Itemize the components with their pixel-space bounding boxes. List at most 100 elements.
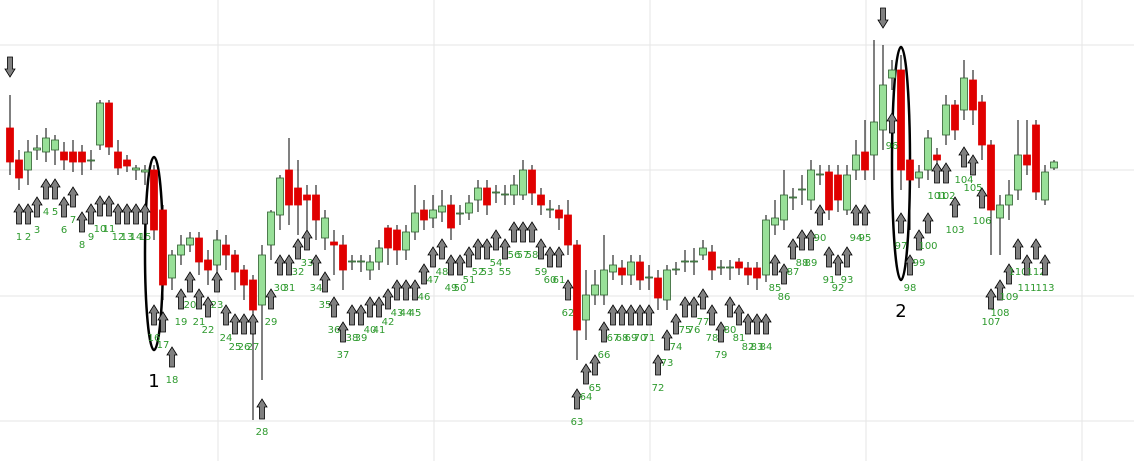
buy-arrow	[706, 304, 718, 326]
signal-label: 67	[607, 333, 620, 344]
candle-body	[267, 211, 275, 246]
candle-body	[942, 104, 950, 136]
candle-body	[438, 205, 446, 213]
signal-label: 74	[670, 342, 683, 353]
candle-body	[699, 247, 707, 256]
signal-label: 57	[517, 250, 530, 261]
signal-label: 103	[945, 225, 964, 236]
signal-label: 19	[175, 317, 188, 328]
signal-label: 17	[157, 340, 170, 351]
candle-body	[339, 244, 347, 271]
buy-arrow	[418, 263, 430, 285]
buy-arrow	[697, 288, 709, 310]
signal-label: 49	[445, 283, 458, 294]
buy-arrow	[85, 203, 97, 225]
candle-body	[528, 169, 536, 194]
annotation-label: 1	[148, 371, 159, 392]
buy-arrow	[49, 178, 61, 200]
candle-body	[222, 244, 230, 256]
signal-label: 53	[481, 267, 494, 278]
buy-arrow	[337, 321, 349, 343]
candle-body	[348, 260, 356, 263]
signal-label: 3	[34, 225, 40, 236]
signal-label: 80	[724, 325, 737, 336]
signal-label: 27	[247, 342, 260, 353]
signal-label: 110	[1008, 267, 1027, 278]
signal-label: 105	[963, 183, 982, 194]
buy-arrow	[661, 329, 673, 351]
candle-body	[663, 269, 671, 301]
signal-label: 14	[130, 232, 143, 243]
candle-body	[879, 84, 887, 131]
buy-arrow	[229, 313, 241, 335]
candle-body	[690, 260, 698, 263]
buy-arrow	[634, 304, 646, 326]
buy-arrow	[1003, 263, 1015, 285]
candle-body	[555, 209, 563, 219]
buy-arrow	[94, 195, 106, 217]
signal-label: 40	[364, 325, 377, 336]
buy-arrow	[778, 263, 790, 285]
candle-body	[420, 209, 428, 221]
buy-arrow	[175, 288, 187, 310]
signal-label: 107	[981, 317, 1000, 328]
candle-body	[609, 264, 617, 273]
candle-body	[969, 79, 977, 111]
buy-arrow	[985, 288, 997, 310]
signal-label: 30	[274, 283, 287, 294]
candle-body	[708, 251, 716, 271]
candle-body	[258, 254, 266, 306]
signal-label: 51	[463, 275, 476, 286]
candle-body	[366, 261, 374, 271]
buy-arrow	[346, 304, 358, 326]
signal-label: 92	[832, 283, 845, 294]
candle-body	[294, 187, 302, 206]
candle-body	[231, 254, 239, 273]
buy-arrow	[472, 238, 484, 260]
candle-body	[1041, 171, 1049, 201]
signal-label: 39	[355, 333, 368, 344]
signal-label: 29	[265, 317, 278, 328]
buy-arrow	[580, 363, 592, 385]
buy-arrow	[193, 288, 205, 310]
buy-arrow	[949, 196, 961, 218]
candle-body	[186, 237, 194, 246]
signal-label: 100	[918, 241, 937, 252]
buy-arrow	[553, 246, 565, 268]
buy-arrow	[688, 296, 700, 318]
candle-body	[1032, 124, 1040, 193]
signal-label: 52	[472, 267, 485, 278]
buy-arrow	[904, 254, 916, 276]
signal-label: 68	[616, 333, 629, 344]
signal-label: 12	[112, 232, 125, 243]
signal-label: 43	[391, 308, 404, 319]
signal-label: 42	[382, 317, 395, 328]
buy-arrow	[67, 186, 79, 208]
signal-label: 25	[229, 342, 242, 353]
candle-body	[546, 208, 554, 211]
candle-body	[645, 276, 653, 279]
candle-body	[681, 260, 689, 263]
candle-body	[861, 151, 869, 171]
candle-body	[312, 194, 320, 221]
candle-body	[429, 209, 437, 219]
signal-label: 82	[742, 342, 755, 353]
buy-arrow	[121, 203, 133, 225]
signal-label: 97	[895, 241, 908, 252]
buy-arrow	[805, 229, 817, 251]
signal-label: 61	[553, 275, 566, 286]
signal-label: 48	[436, 267, 449, 278]
signal-label: 64	[580, 392, 593, 403]
signal-label: 84	[760, 342, 773, 353]
signal-label: 9	[88, 232, 94, 243]
candle-body	[6, 127, 14, 163]
candle-body	[240, 269, 248, 286]
buy-arrow	[463, 246, 475, 268]
buy-arrow	[1030, 238, 1042, 260]
candle-body	[321, 217, 329, 239]
buy-arrow	[931, 162, 943, 184]
signal-label: 32	[292, 267, 305, 278]
candle-body	[168, 254, 176, 279]
candle-body	[816, 173, 824, 176]
